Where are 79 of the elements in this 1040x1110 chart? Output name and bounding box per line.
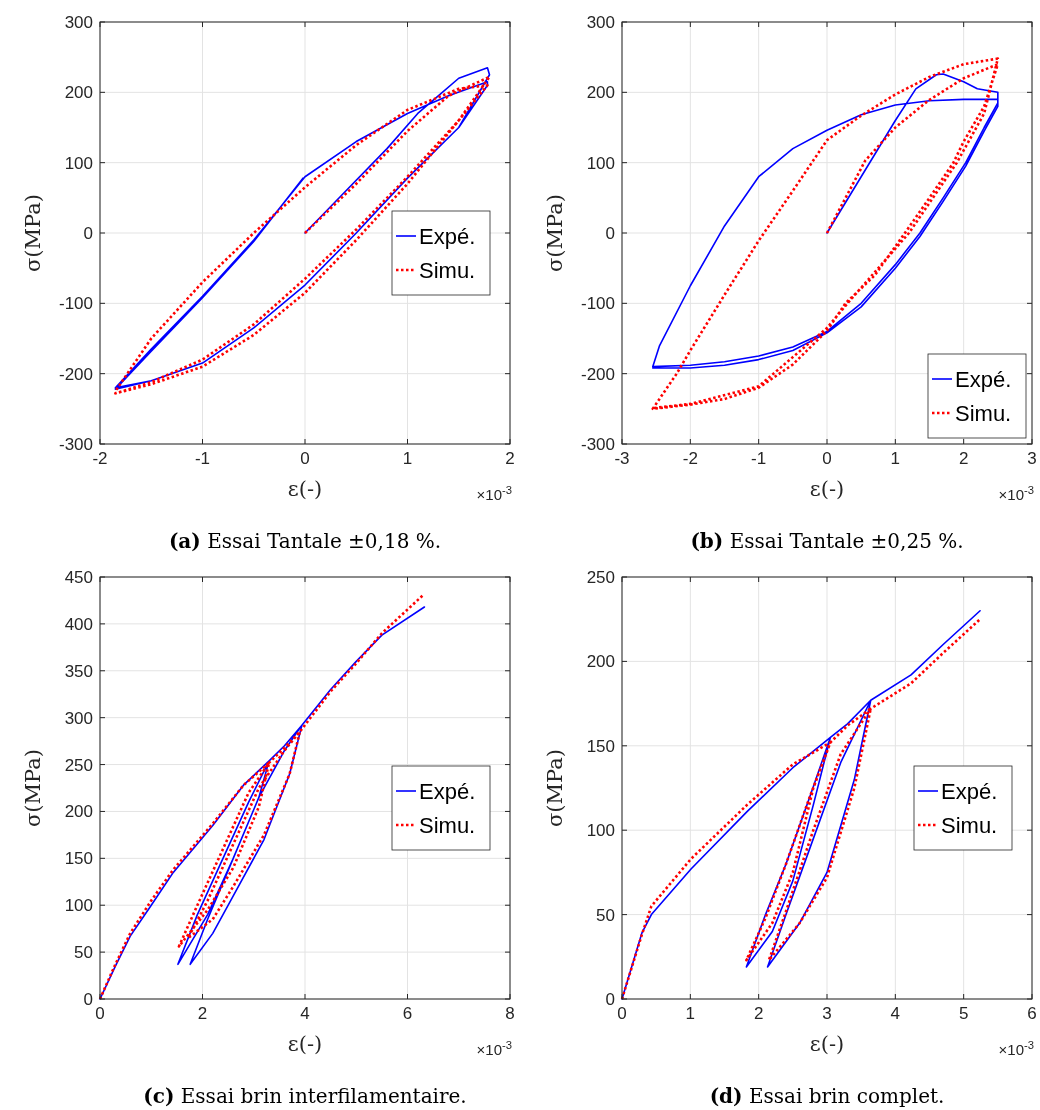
y-tick-label: 300 xyxy=(586,12,615,32)
y-tick-label: 300 xyxy=(64,708,93,728)
y-tick-label: 100 xyxy=(64,896,93,916)
x-tick-label: 1 xyxy=(685,1004,696,1023)
x-tick-label: 0 xyxy=(95,1004,105,1023)
x-tick-label: 6 xyxy=(1027,1004,1037,1023)
y-tick-label: -100 xyxy=(580,294,615,314)
text: (b) Essai Tantale ±0,25 %. xyxy=(690,529,964,553)
y-tick-label: 50 xyxy=(596,905,615,925)
text: ×10$^{-3}$ xyxy=(998,484,1034,503)
y-tick-label: 0 xyxy=(83,989,93,1009)
x-tick-label: 4 xyxy=(890,1004,901,1023)
y-tick-label: 100 xyxy=(586,153,615,173)
y-tick-label: 150 xyxy=(586,736,615,756)
legend-label: Simu. xyxy=(941,812,998,838)
x-tick-label: 3 xyxy=(822,1004,832,1023)
text: (d) Essai brin complet. xyxy=(709,1084,945,1108)
x-tick-label: 2 xyxy=(505,449,515,468)
x-tick-label: 4 xyxy=(300,1004,310,1023)
y-tick-label: -200 xyxy=(58,364,93,384)
y-tick-label: -300 xyxy=(580,434,615,454)
x-tick-label: 6 xyxy=(402,1004,413,1023)
x-tick-label: -3 xyxy=(614,449,630,468)
y-tick-label: 350 xyxy=(64,661,93,681)
y-tick-label: 100 xyxy=(586,821,615,841)
y-tick-label: 0 xyxy=(83,223,93,243)
y-tick-label: 0 xyxy=(605,989,615,1009)
legend-label: Simu. xyxy=(955,400,1012,426)
line-series xyxy=(651,73,999,369)
x-tick-label: 0 xyxy=(822,449,832,468)
y-tick-label: 250 xyxy=(586,567,615,587)
y-axis-title: σ(MPa) xyxy=(543,749,567,827)
x-tick-label: -1 xyxy=(194,449,211,468)
x-tick-label: 2 xyxy=(197,1004,208,1023)
x-tick-label: 1 xyxy=(890,449,901,468)
legend-label: Simu. xyxy=(419,257,476,283)
x-axis-title: ε(-) xyxy=(287,1032,323,1056)
y-tick-label: 0 xyxy=(605,223,615,243)
y-tick-label: 200 xyxy=(586,83,615,103)
y-axis-title: σ(MPa) xyxy=(543,194,567,272)
y-tick-label: 200 xyxy=(64,83,93,103)
legend-label: Expé. xyxy=(419,778,476,804)
x-tick-label: -2 xyxy=(92,449,108,468)
y-tick-label: -100 xyxy=(58,294,93,314)
y-axis-title: σ(MPa) xyxy=(21,194,45,272)
y-tick-label: 200 xyxy=(64,802,93,822)
y-tick-label: 150 xyxy=(64,849,93,869)
x-axis-title: ε(-) xyxy=(809,1032,845,1056)
x-tick-label: 0 xyxy=(300,449,310,468)
x-axis-title: ε(-) xyxy=(809,477,845,501)
x-tick-label: 5 xyxy=(958,1004,969,1023)
x-tick-label: 1 xyxy=(402,449,413,468)
y-tick-label: 100 xyxy=(64,153,93,173)
y-tick-label: 50 xyxy=(74,943,93,963)
text: ×10$^{-3}$ xyxy=(998,1039,1034,1058)
legend-label: Expé. xyxy=(955,366,1012,392)
text: (a) Essai Tantale ±0,18 %. xyxy=(168,529,442,553)
y-tick-label: -200 xyxy=(580,364,615,384)
y-tick-label: 300 xyxy=(64,12,93,32)
text: (c) Essai brin interfilamentaire. xyxy=(143,1084,467,1108)
y-tick-label: -300 xyxy=(58,434,93,454)
legend-label: Expé. xyxy=(941,778,998,804)
x-tick-label: -2 xyxy=(682,449,698,468)
legend-label: Expé. xyxy=(419,223,476,249)
y-tick-label: 250 xyxy=(64,755,93,775)
text: ×10$^{-3}$ xyxy=(476,1039,512,1058)
x-tick-label: 0 xyxy=(617,1004,627,1023)
x-tick-label: 8 xyxy=(505,1004,515,1023)
text: ×10$^{-3}$ xyxy=(476,484,512,503)
legend-label: Simu. xyxy=(419,812,476,838)
x-tick-label: 3 xyxy=(1027,449,1037,468)
y-tick-label: 200 xyxy=(586,652,615,672)
x-tick-label: 2 xyxy=(958,449,969,468)
y-tick-label: 400 xyxy=(64,614,93,634)
x-tick-label: 2 xyxy=(753,1004,764,1023)
y-axis-title: σ(MPa) xyxy=(21,749,45,827)
x-axis-title: ε(-) xyxy=(287,477,323,501)
y-tick-label: 450 xyxy=(64,567,93,587)
x-tick-label: -1 xyxy=(751,449,767,468)
